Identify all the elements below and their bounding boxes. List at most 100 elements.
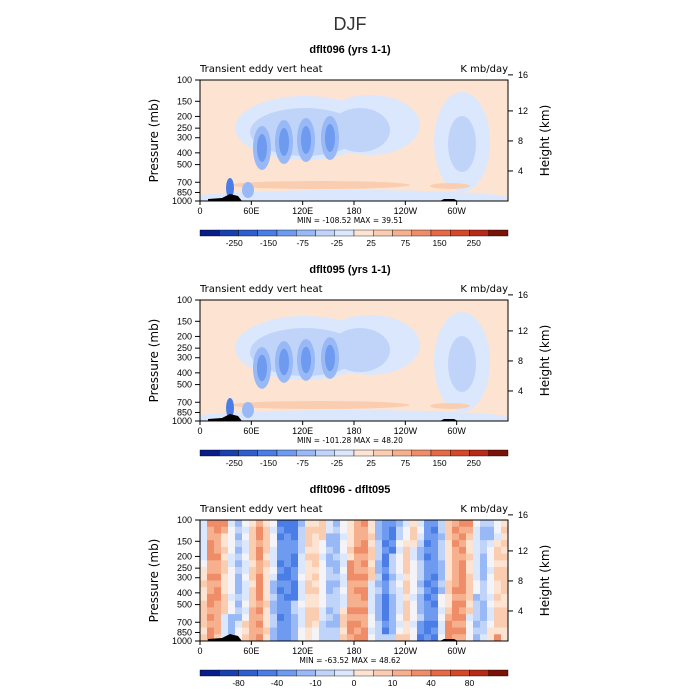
- field-cell: [361, 627, 369, 635]
- field-cell: [466, 634, 474, 641]
- field-cell: [410, 593, 418, 602]
- x-tick-label: 120W: [394, 646, 418, 656]
- field-cell: [417, 593, 425, 602]
- field-cell: [249, 553, 257, 561]
- field-cell: [228, 553, 236, 561]
- field-cell: [431, 593, 439, 602]
- x-tick-label: 120W: [394, 206, 418, 216]
- field-cell: [354, 560, 362, 568]
- field-cell: [319, 526, 327, 534]
- field-cell: [410, 573, 418, 581]
- field-cell: [263, 634, 271, 641]
- field-cell: [494, 573, 502, 581]
- field-cell: [466, 553, 474, 561]
- field-cell: [452, 620, 460, 629]
- field-cell: [501, 587, 508, 595]
- field-cell: [340, 600, 348, 608]
- field-cell: [235, 573, 243, 581]
- colorbar-label: 150: [432, 458, 446, 468]
- field-cell: [438, 627, 446, 635]
- field-cell: [221, 607, 229, 615]
- field-cell: [214, 520, 222, 528]
- y-tick-label: 500: [177, 380, 192, 390]
- field-cell: [214, 580, 222, 588]
- field-cell: [403, 573, 411, 581]
- field-cell: [480, 627, 488, 635]
- field-cell: [221, 614, 229, 622]
- colorbar-label: -75: [297, 238, 310, 248]
- field-cell: [431, 580, 439, 588]
- stats-text: MIN = -101.28 MAX = 48.20: [297, 436, 403, 445]
- field-cell: [228, 593, 236, 602]
- field-cell: [431, 540, 439, 548]
- field-cell: [305, 587, 313, 595]
- field-cell: [291, 540, 299, 548]
- left-label: Transient eddy vert heat: [199, 64, 323, 75]
- field-cell: [256, 553, 264, 561]
- field-cell: [256, 580, 264, 588]
- field-cell: [312, 520, 320, 528]
- field-cell: [228, 573, 236, 581]
- terrain: [208, 414, 242, 421]
- field-cell: [368, 627, 376, 635]
- field-cell: [382, 634, 390, 641]
- field-region: [226, 398, 234, 418]
- colorbar-swatch: [315, 669, 335, 677]
- field-cell: [396, 614, 404, 622]
- y-axis-label: Pressure (mb): [147, 319, 161, 403]
- y-tick-label: 400: [177, 368, 192, 378]
- colorbar-swatch: [276, 449, 297, 457]
- field-cell: [410, 600, 418, 608]
- field-cell: [291, 533, 299, 541]
- field-cell: [305, 567, 313, 575]
- field-cell: [333, 620, 341, 629]
- field-cell: [333, 634, 341, 641]
- field-cell: [466, 620, 474, 629]
- field-cell: [375, 614, 383, 622]
- left-label: Transient eddy vert heat: [199, 504, 323, 515]
- field-cell: [375, 540, 383, 548]
- field-cell: [326, 607, 334, 615]
- field-cell: [389, 573, 397, 581]
- field-cell: [270, 526, 278, 534]
- field-region: [200, 410, 508, 421]
- field-region: [242, 402, 254, 418]
- field-cell: [340, 567, 348, 575]
- field-cell: [445, 634, 453, 641]
- field-cell: [284, 587, 292, 595]
- y-tick-label: 100: [177, 515, 192, 525]
- field-cell: [347, 634, 355, 641]
- field-cell: [291, 580, 299, 588]
- field-cell: [319, 587, 327, 595]
- field-cell: [263, 546, 271, 555]
- field-region: [279, 348, 289, 376]
- field-cell: [501, 573, 508, 581]
- field-cell: [312, 533, 320, 541]
- y-tick-label: 1000: [172, 196, 192, 206]
- field-cell: [291, 553, 299, 561]
- field-cell: [312, 614, 320, 622]
- field-cell: [298, 587, 306, 595]
- field-cell: [431, 620, 439, 629]
- colorbar-swatch: [257, 449, 278, 457]
- stats-text: MIN = -63.52 MAX = 48.62: [299, 656, 400, 665]
- field-cell: [410, 540, 418, 548]
- colorbar-swatch: [469, 669, 489, 677]
- field-cell: [333, 614, 341, 622]
- field-cell: [445, 553, 453, 561]
- field-cell: [382, 560, 390, 568]
- field-cell: [333, 520, 341, 528]
- field-cell: [319, 533, 327, 541]
- field-cell: [431, 627, 439, 635]
- field-cell: [256, 620, 264, 629]
- colorbar-label: 25: [366, 238, 376, 248]
- field-cell: [228, 580, 236, 588]
- field-cell: [312, 573, 320, 581]
- colorbar-swatch: [373, 669, 393, 677]
- y-tick-label: 400: [177, 148, 192, 158]
- field-cell: [200, 553, 208, 561]
- colorbar-swatch: [238, 229, 258, 237]
- field-cell: [459, 587, 467, 595]
- colorbar-swatch: [315, 229, 335, 237]
- y-tick-label: 300: [177, 133, 192, 143]
